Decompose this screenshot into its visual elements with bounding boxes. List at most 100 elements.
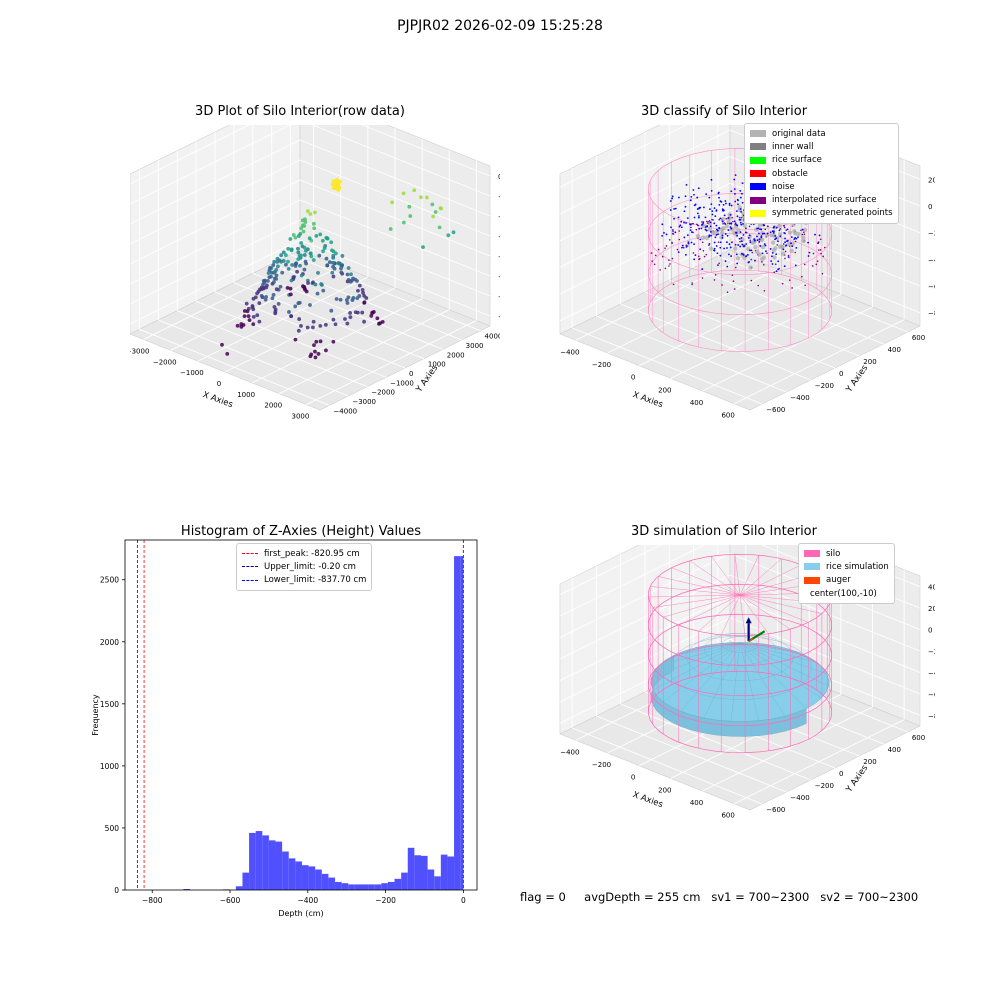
interpolated-point — [774, 263, 777, 266]
panel4-3d-simulation: −400 −200 0 200 400 600 −600 −400 −200 0 200 400 600… — [559, 545, 935, 820]
noise-point — [739, 218, 742, 221]
noise-point — [759, 245, 762, 247]
interpolated-point — [782, 243, 785, 245]
data-point — [345, 321, 350, 326]
data-point — [313, 210, 317, 215]
noise-point — [818, 234, 821, 237]
silo-roof-line — [652, 594, 741, 608]
silo-roof-line — [671, 567, 741, 596]
noise-point — [758, 232, 760, 235]
noise-point — [795, 237, 798, 240]
z-tick-label: −2500 — [498, 273, 500, 281]
grid-line — [620, 703, 811, 781]
interpolated-point — [661, 255, 664, 258]
data-point — [348, 315, 353, 320]
z-tick-label: −400 — [928, 256, 935, 264]
noise-point — [766, 225, 769, 228]
data-point — [245, 309, 250, 314]
noise-point — [690, 231, 693, 233]
grid-line — [559, 156, 731, 242]
data-point — [329, 308, 334, 313]
data-point — [362, 293, 367, 298]
noise-point — [784, 241, 786, 243]
z-tick-label: −2000 — [498, 253, 500, 261]
noise-point — [729, 246, 732, 249]
original-point — [780, 251, 786, 256]
noise-point — [681, 246, 683, 249]
data-point — [293, 261, 298, 266]
noise-point — [769, 248, 772, 250]
noise-point — [674, 231, 677, 234]
interpolated-point — [815, 263, 818, 266]
interpolated-point — [811, 265, 814, 267]
noise-point — [719, 241, 722, 244]
data-point — [360, 288, 365, 292]
data-point — [256, 289, 261, 294]
z-tick-label: −200 — [928, 230, 935, 238]
grid-line — [299, 219, 491, 297]
original-point — [760, 245, 766, 250]
y-tick-label: −200 — [815, 382, 834, 390]
grid-line — [620, 303, 811, 381]
noise-point — [723, 247, 725, 250]
interpolated-point — [722, 222, 724, 225]
data-point — [286, 259, 290, 264]
noise-point — [717, 264, 719, 267]
noise-point — [728, 202, 731, 205]
interpolated-point — [678, 230, 681, 232]
original-point — [786, 241, 792, 247]
data-point — [220, 342, 224, 347]
data-point — [295, 269, 299, 274]
noise-point — [739, 208, 742, 210]
data-point — [263, 297, 268, 302]
data-point — [330, 182, 335, 187]
grid-line — [299, 159, 491, 237]
noise-point — [756, 239, 759, 242]
data-point — [265, 283, 269, 288]
data-point — [425, 195, 429, 200]
legend-swatch — [750, 209, 766, 217]
interpolated-point — [750, 279, 753, 282]
interpolated-point — [783, 226, 786, 229]
interpolated-point — [653, 263, 656, 266]
original-point — [801, 235, 806, 240]
data-point — [451, 230, 456, 235]
interpolated-point — [732, 280, 735, 283]
noise-point — [678, 225, 681, 228]
z-tick-label: 200 — [928, 605, 935, 613]
interpolated-point — [819, 249, 822, 251]
noise-point — [719, 217, 722, 220]
histogram-bar — [295, 861, 302, 890]
data-point — [242, 314, 247, 319]
x-tick-label: 200 — [658, 386, 671, 394]
y-tick-label: 500 — [105, 824, 120, 833]
data-point — [324, 256, 329, 261]
panel4-title: 3D simulation of Silo Interior — [631, 524, 817, 539]
noise-point — [736, 234, 738, 237]
status-line: flag = 0 avgDepth = 255 cm sv1 = 700~230… — [520, 890, 918, 904]
noise-point — [713, 241, 716, 244]
x-axis-label: Depth (cm) — [278, 909, 323, 918]
data-point — [289, 314, 294, 319]
histogram-bar — [420, 855, 428, 890]
legend-entry: center(100,-10) — [804, 587, 889, 600]
silo-roof-line — [650, 586, 741, 596]
noise-point — [715, 234, 718, 236]
legend-label: Upper_limit: -0.20 cm — [264, 561, 356, 572]
data-point — [421, 245, 425, 250]
data-point — [339, 270, 344, 275]
panel1-title: 3D Plot of Silo Interior(row data) — [195, 104, 405, 119]
noise-point — [721, 236, 724, 239]
legend-swatch — [750, 130, 766, 138]
interpolated-point — [671, 257, 674, 260]
panel3-legend: first_peak: -820.95 cm Upper_limit: -0.20… — [236, 543, 373, 591]
noise-point — [745, 255, 747, 258]
y-tick-label: 600 — [912, 334, 925, 342]
noise-point — [674, 207, 677, 210]
data-point — [348, 311, 352, 315]
noise-point — [685, 184, 688, 186]
interpolated-point — [701, 241, 704, 244]
original-point — [771, 248, 777, 253]
histogram-bar — [394, 878, 402, 890]
grid-line — [130, 219, 301, 305]
